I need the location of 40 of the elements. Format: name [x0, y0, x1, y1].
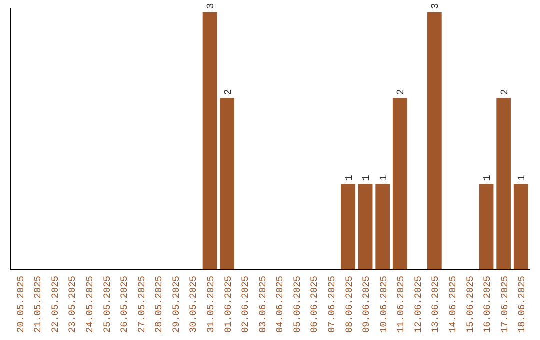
x-tick-label: 14.06.2025 [447, 276, 458, 334]
x-tick-label: 30.05.2025 [188, 276, 200, 334]
x-tick-label: 07.06.2025 [326, 276, 338, 334]
x-tick-label: 17.06.2025 [499, 276, 510, 334]
x-tick-label: 09.06.2025 [361, 276, 372, 334]
x-tick-label: 26.05.2025 [119, 276, 130, 334]
x-tick-label: 29.05.2025 [170, 276, 182, 334]
x-tick-label: 23.05.2025 [67, 276, 78, 334]
data-label: 3 [206, 3, 218, 10]
data-label: 1 [344, 175, 356, 182]
x-tick-label: 12.06.2025 [412, 276, 424, 334]
x-tick-label: 27.05.2025 [136, 276, 148, 334]
data-label: 1 [379, 175, 390, 182]
data-label: 2 [396, 89, 408, 96]
x-tick-label: 28.05.2025 [154, 276, 165, 334]
x-tick-label: 15.06.2025 [464, 276, 476, 334]
data-label: 3 [431, 3, 442, 10]
data-label: 1 [518, 175, 529, 182]
x-tick-label: 08.06.2025 [344, 276, 355, 334]
data-label: 1 [362, 175, 374, 182]
x-tick-label: 06.06.2025 [309, 276, 320, 334]
x-tick-label: 03.06.2025 [257, 276, 268, 334]
x-tick-label: 10.06.2025 [378, 276, 390, 334]
x-tick-label: 18.06.2025 [516, 276, 528, 334]
x-tick-label: 25.05.2025 [102, 276, 113, 334]
x-tick-label: 02.06.2025 [240, 276, 252, 334]
data-label: 2 [224, 89, 235, 96]
x-tick-label: 31.05.2025 [206, 276, 217, 334]
x-tick-label: 04.06.2025 [274, 276, 286, 334]
data-label: 2 [500, 89, 512, 96]
data-label: 1 [483, 175, 494, 182]
x-tick-label: 05.06.2025 [292, 276, 303, 334]
x-tick-label: 20.05.2025 [15, 276, 26, 334]
x-tick-label: 21.05.2025 [32, 276, 44, 334]
x-tick-label: 11.06.2025 [396, 276, 407, 334]
x-tick-label: 01.06.2025 [222, 276, 234, 334]
x-tick-label: 24.05.2025 [84, 276, 96, 334]
x-tick-label: 16.06.2025 [482, 276, 494, 334]
x-tick-label: 22.05.2025 [50, 276, 61, 334]
x-tick-label: 13.06.2025 [430, 276, 442, 334]
